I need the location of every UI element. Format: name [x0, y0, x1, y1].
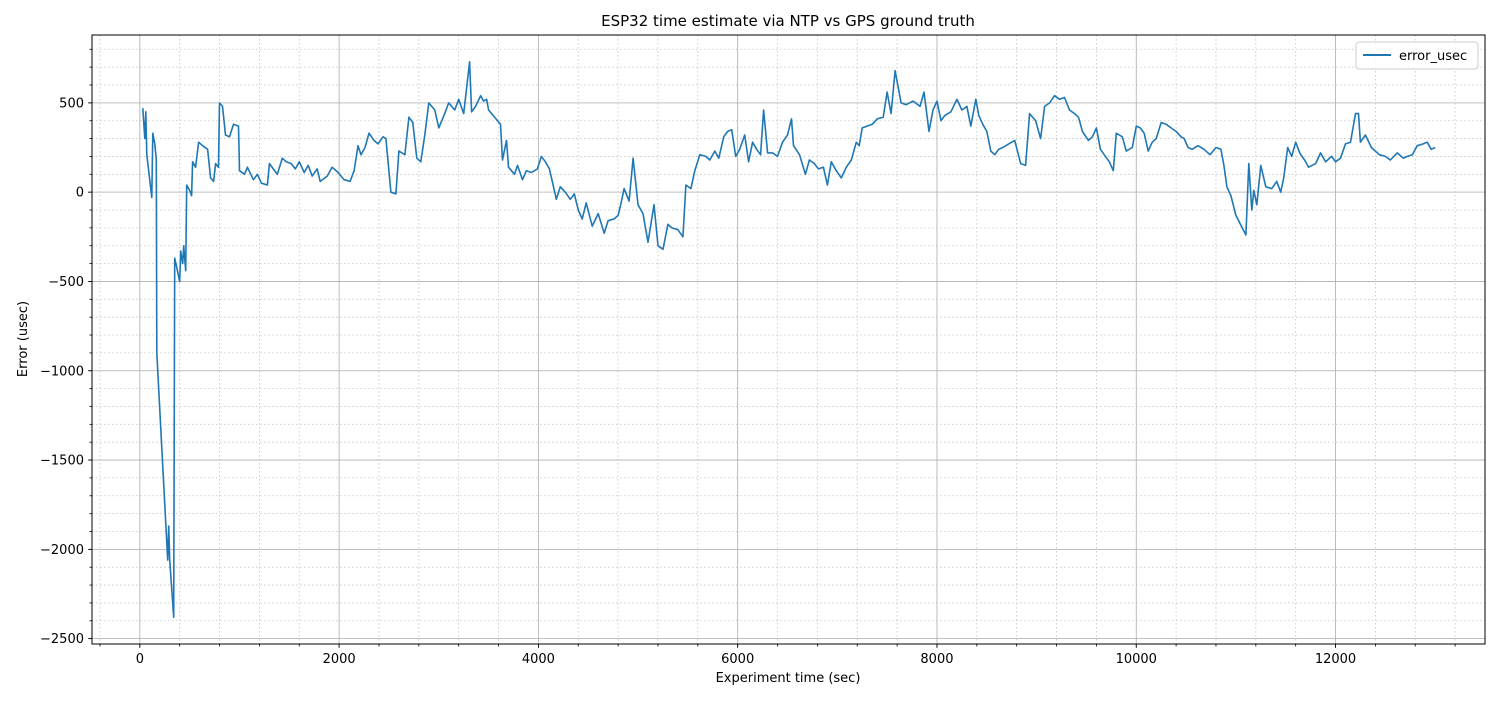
chart-title: ESP32 time estimate via NTP vs GPS groun…	[601, 12, 975, 30]
y-tick-label: 0	[76, 186, 84, 201]
legend: error_usec	[1355, 41, 1479, 70]
y-tick-label: −500	[48, 275, 84, 290]
y-tick-label: −2500	[40, 632, 84, 647]
y-axis-label: Error (usec)	[16, 301, 31, 377]
y-tick-label: −1500	[40, 454, 84, 469]
x-tick-label: 8000	[920, 652, 953, 667]
x-tick-label: 4000	[522, 652, 555, 667]
x-tick-label: 6000	[721, 652, 754, 667]
series-line-error-usec	[142, 60, 1436, 619]
legend-label-error-usec: error_usec	[1399, 49, 1467, 64]
y-tick-label: −1000	[40, 364, 84, 379]
x-axis-label: Experiment time (sec)	[716, 671, 861, 686]
y-tick-label: −2000	[40, 543, 84, 558]
series-layer	[142, 60, 1436, 619]
x-tick-label: 0	[136, 652, 144, 667]
x-tick-label: 10000	[1116, 652, 1157, 667]
y-tick-label: 500	[59, 96, 84, 111]
y-axis-ticks: −2500 −2000 −1500 −1000 −500 0 500	[40, 48, 92, 647]
x-tick-label: 12000	[1315, 652, 1356, 667]
x-tick-label: 2000	[323, 652, 356, 667]
plot-frame	[91, 34, 1486, 645]
plot-area	[92, 35, 1485, 644]
x-axis-ticks: 0 2000 4000 6000 8000 10000 12000	[99, 644, 1456, 667]
legend-box	[1355, 41, 1479, 70]
